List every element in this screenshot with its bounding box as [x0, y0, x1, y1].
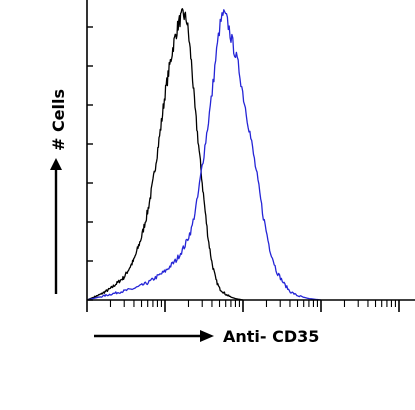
curves-layer [86, 8, 322, 301]
y-axis-arrow-head [50, 158, 62, 170]
x-axis-ticks [86, 300, 400, 312]
y-axis-label-group: # Cells [49, 89, 68, 294]
control-histogram-line [86, 8, 244, 301]
y-axis-ticks [87, 26, 93, 301]
x-axis-label: Anti- CD35 [223, 327, 319, 346]
cd35-histogram-line [86, 9, 322, 301]
y-axis-label: # Cells [49, 89, 68, 151]
x-axis-label-group: Anti- CD35 [94, 327, 319, 346]
x-axis-arrow-head [200, 330, 214, 342]
